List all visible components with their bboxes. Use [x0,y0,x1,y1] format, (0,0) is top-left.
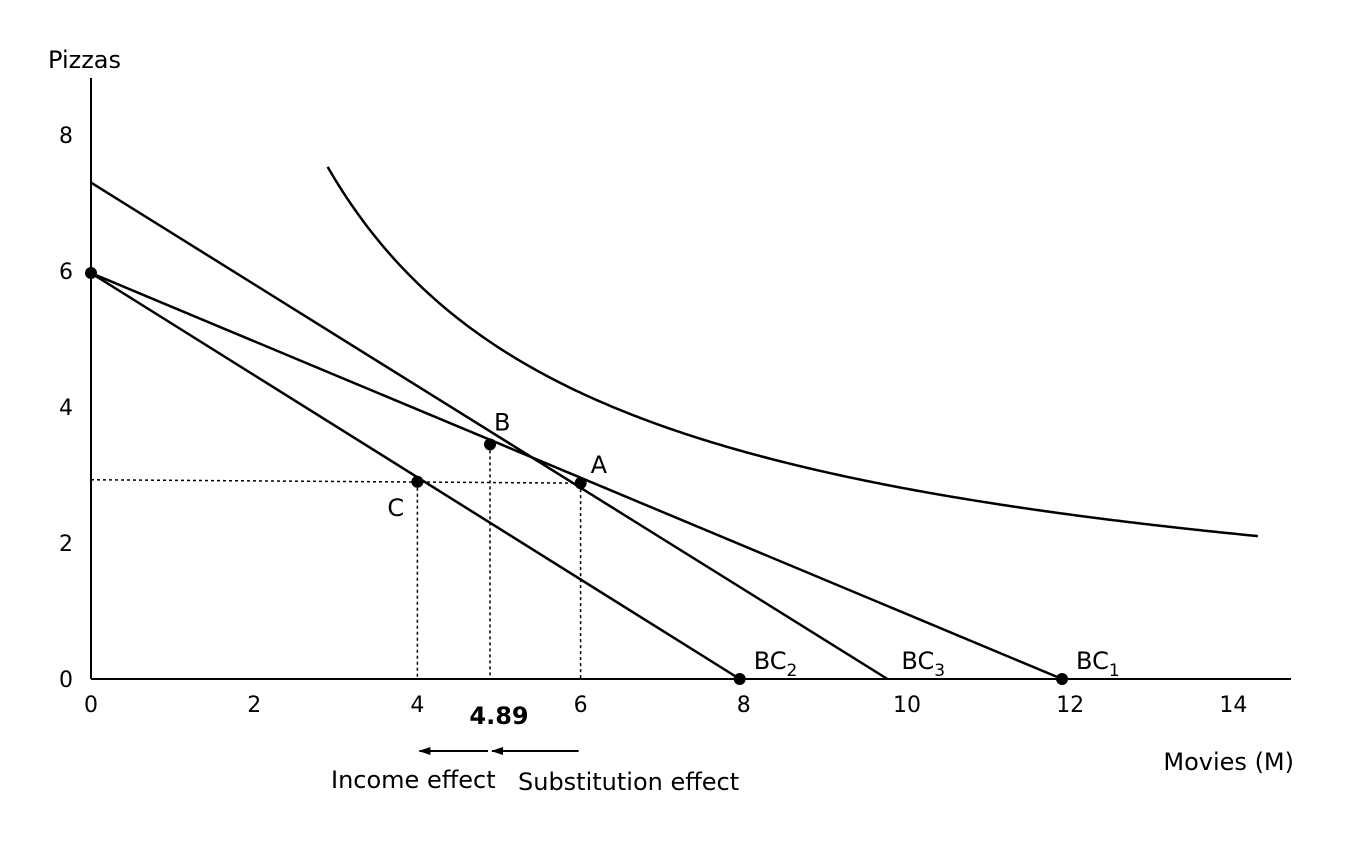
point-a [574,477,587,490]
point-label-b: B [494,408,510,436]
budget-line-label-bc3: BC3 [901,647,945,681]
dashed-guides [90,444,582,679]
budget-line-label-bc1: BC1 [1076,647,1120,681]
indifference-curve [326,166,1259,538]
budget-line-bc1 [90,271,1063,681]
x-tick-label: 4 [410,693,424,718]
x-axis-title: Movies (M) [1163,748,1294,776]
x-tick-label: 10 [893,693,921,718]
data-points: A B C [85,267,1069,685]
budget-line-bc3 [90,181,889,681]
y-tick-label: 4 [59,396,73,421]
x-tick-label: 8 [737,693,751,718]
x-tick-label: 0 [84,693,98,718]
x-tick-labels: 0 2 4 6 8 10 12 14 [84,693,1247,718]
x-tick-label: 6 [574,693,588,718]
budget-line-bc2 [90,271,741,681]
x-tick-label: 14 [1219,693,1247,718]
y-tick-labels: 0 2 4 6 8 [59,124,73,693]
budget-lines [90,181,1063,681]
dashed-guide-0 [90,479,581,484]
y-axis-title: Pizzas [48,46,121,74]
point-b [484,438,497,451]
y-tick-label: 2 [59,532,73,557]
substitution-effect-label: Substitution effect [518,768,739,796]
x-tick-label: 12 [1056,693,1084,718]
intercept-point-4 [733,673,746,685]
intercept-point-5 [1056,673,1069,685]
income-effect-label: Income effect [331,766,496,794]
y-tick-label: 0 [59,668,73,693]
intercept-point-3 [85,267,97,280]
point-label-c: C [387,494,404,522]
budget-line-label-bc2: BC2 [754,647,798,681]
indifference-curve-group [326,166,1259,538]
point-label-a: A [591,451,608,479]
highlight-value-label: 4.89 [469,702,528,730]
y-tick-label: 6 [59,260,73,285]
x-tick-label: 2 [247,693,261,718]
point-c [411,475,424,488]
y-tick-label: 8 [59,124,73,149]
